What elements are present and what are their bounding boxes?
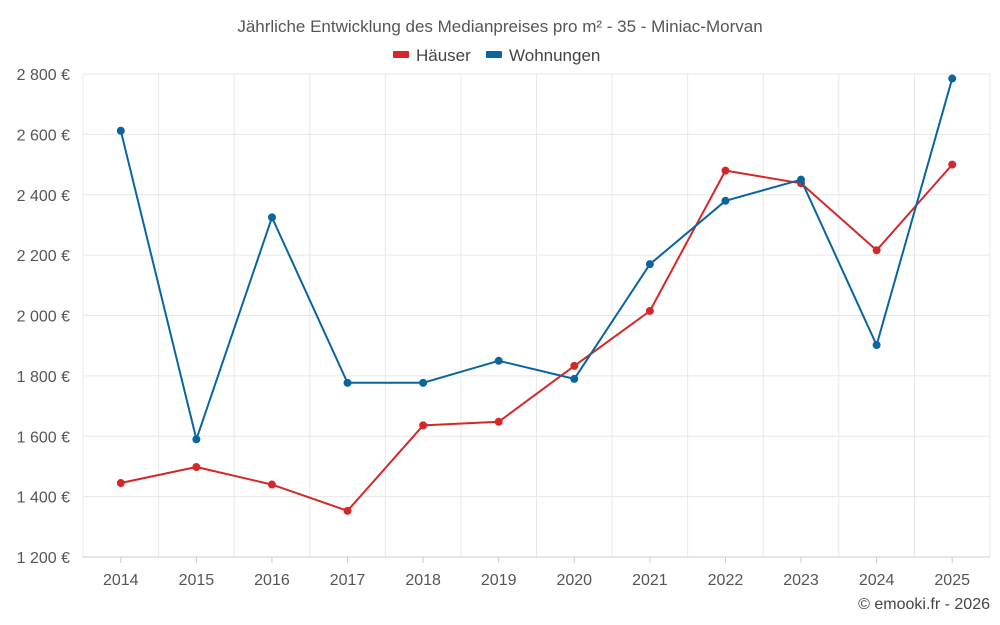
x-tick-label: 2022 [708, 572, 744, 589]
legend-label-haeuser[interactable]: Häuser [416, 46, 471, 65]
y-tick-label: 1 600 € [17, 429, 70, 446]
series-line-wohnungen [119, 78, 954, 441]
y-tick-label: 2 600 € [17, 127, 70, 144]
x-tick-label: 2015 [179, 572, 215, 589]
data-point-haeuser[interactable] [872, 246, 881, 255]
data-point-wohnungen[interactable] [872, 341, 881, 350]
x-tick-label: 2019 [481, 572, 517, 589]
y-tick-label: 2 800 € [17, 67, 70, 84]
data-point-wohnungen[interactable] [494, 356, 503, 365]
y-tick-label: 2 200 € [17, 248, 70, 265]
x-axis: 2014 2015 2016 2017 2018 2019 2020 2021 2022 2023… [83, 556, 990, 589]
data-point-haeuser[interactable] [116, 479, 125, 488]
plot-area [116, 74, 957, 515]
x-tick-label: 2021 [632, 572, 668, 589]
y-axis: 1 200 € 1 400 € 1 600 € 1 800 € 2 000 € 2 200… [17, 67, 70, 567]
x-tick-label: 2017 [330, 572, 366, 589]
y-tick-label: 1 800 € [17, 369, 70, 386]
data-point-wohnungen[interactable] [645, 260, 654, 269]
data-point-haeuser[interactable] [570, 361, 579, 370]
legend[interactable]: Häuser Wohnungen [393, 46, 600, 65]
series-haeuser [116, 160, 957, 515]
x-tick-label: 2016 [254, 572, 290, 589]
y-tick-label: 1 400 € [17, 490, 70, 507]
legend-swatch-wohnungen [486, 51, 502, 58]
data-point-wohnungen[interactable] [343, 378, 352, 387]
grid [82, 73, 991, 558]
legend-swatch-haeuser [393, 51, 409, 58]
data-point-wohnungen[interactable] [721, 196, 730, 205]
x-tick-label: 2024 [859, 572, 895, 589]
credit-text: © emooki.fr - 2026 [858, 596, 990, 613]
x-tick-label: 2023 [783, 572, 819, 589]
y-tick-label: 2 400 € [17, 188, 70, 205]
data-point-haeuser[interactable] [267, 480, 276, 489]
data-point-haeuser[interactable] [494, 417, 503, 426]
data-point-wohnungen[interactable] [948, 74, 957, 83]
x-tick-label: 2014 [103, 572, 139, 589]
data-point-wohnungen[interactable] [116, 126, 125, 135]
data-point-haeuser[interactable] [645, 306, 654, 315]
chart-title: Jährliche Entwicklung des Medianpreises … [237, 17, 762, 36]
series-line-haeuser [120, 163, 953, 512]
data-point-wohnungen[interactable] [797, 175, 806, 184]
data-point-wohnungen[interactable] [267, 213, 276, 222]
data-point-haeuser[interactable] [948, 160, 957, 169]
data-point-haeuser[interactable] [419, 421, 428, 430]
data-point-wohnungen[interactable] [419, 378, 428, 387]
data-point-haeuser[interactable] [192, 463, 201, 472]
series-wohnungen [116, 74, 957, 444]
data-point-haeuser[interactable] [343, 506, 352, 515]
data-point-haeuser[interactable] [721, 166, 730, 175]
y-tick-label: 2 000 € [17, 309, 70, 326]
data-point-wohnungen[interactable] [192, 435, 201, 444]
x-tick-label: 2020 [556, 572, 592, 589]
data-point-wohnungen[interactable] [570, 374, 579, 383]
x-tick-label: 2018 [405, 572, 441, 589]
legend-label-wohnungen[interactable]: Wohnungen [509, 46, 600, 65]
y-tick-label: 1 200 € [17, 550, 70, 567]
x-tick-label: 2025 [934, 572, 970, 589]
